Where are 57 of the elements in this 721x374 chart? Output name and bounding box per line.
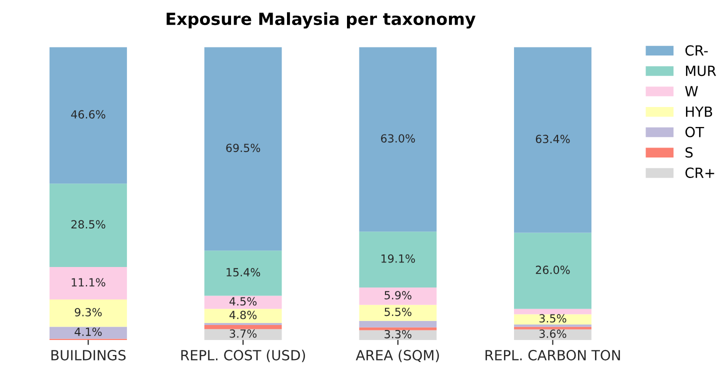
data-label: 3.3%: [384, 330, 412, 338]
bar: [204, 296, 282, 309]
data-label: 15.4%: [226, 268, 260, 276]
data-label: 4.1%: [74, 328, 102, 336]
x-tick-label: REPL. CARBON TON: [486, 350, 620, 360]
legend-label: W: [685, 86, 698, 96]
bar: [514, 329, 592, 340]
legend-label: CR+: [685, 168, 714, 178]
bar: [50, 184, 127, 268]
bar: [50, 267, 127, 300]
bar: [514, 324, 592, 327]
x-tick-label: AREA (SQM): [356, 350, 439, 362]
bar: [50, 326, 127, 339]
x-tick-label: BUILDINGS: [51, 350, 126, 360]
data-label: 69.5%: [226, 144, 260, 152]
data-label: 46.6%: [71, 110, 106, 119]
bar: [50, 47, 127, 184]
data-label: 11.1%: [72, 278, 106, 287]
legend-label: HYB: [686, 106, 712, 117]
bar: [50, 300, 127, 327]
bar: [359, 288, 437, 305]
bar: [359, 327, 437, 330]
data-label: 26.0%: [536, 266, 570, 274]
bar: [204, 250, 282, 296]
data-label: 28.5%: [71, 220, 106, 229]
data-label: 19.1%: [381, 254, 415, 263]
bar: [514, 47, 592, 233]
bar: [514, 308, 592, 314]
bar: [204, 308, 282, 323]
data-label: 9.3%: [74, 308, 102, 316]
data-label: 4.8%: [229, 310, 257, 320]
data-label: 5.5%: [384, 308, 412, 316]
chart-title: Exposure Malaysia per taxonomy: [166, 12, 476, 28]
bar: [514, 326, 592, 330]
data-label: 3.7%: [230, 329, 257, 338]
bar: [204, 325, 282, 330]
data-label: 3.5%: [539, 314, 566, 323]
bar: [514, 232, 592, 309]
data-label: 3.6%: [539, 330, 566, 338]
bar: [204, 322, 282, 326]
data-label: 63.0%: [381, 134, 415, 143]
data-label: 63.4%: [536, 134, 570, 144]
bar: [204, 47, 282, 251]
x-tick-label: REPL. COST (USD): [181, 350, 305, 362]
legend-label: MUR: [686, 66, 716, 76]
bar: [514, 314, 592, 324]
bar: [359, 232, 437, 288]
data-label: 5.9%: [384, 291, 412, 300]
bar: [359, 320, 437, 328]
legend-label: CR-: [685, 45, 708, 56]
legend-label: OT: [685, 126, 704, 138]
bar: [204, 329, 282, 340]
bar: [359, 304, 437, 321]
legend-label: S: [686, 147, 693, 158]
data-label: 4.5%: [229, 297, 257, 306]
bar: [359, 47, 437, 232]
bar: [359, 330, 437, 340]
